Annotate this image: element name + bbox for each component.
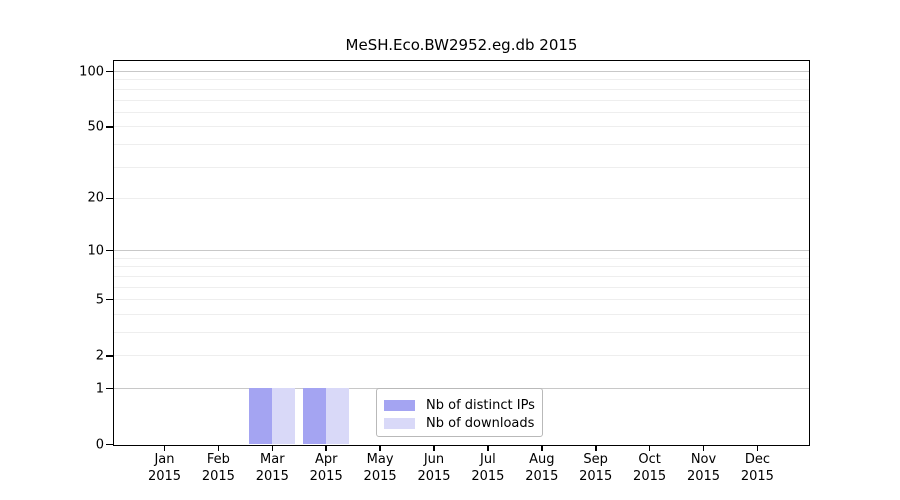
bar-nb-of-distinct-ips-mar bbox=[248, 388, 272, 444]
gridline-minor bbox=[114, 257, 809, 259]
x-tick-mark bbox=[756, 444, 759, 451]
x-tick-mark bbox=[325, 444, 327, 451]
x-tick-year: 2015 bbox=[525, 469, 559, 484]
x-tick-label-nov: Nov 2015 bbox=[687, 451, 720, 485]
chart-title: MeSH.Eco.BW2952.eg.db 2015 bbox=[345, 36, 578, 54]
gridline-minor bbox=[114, 355, 809, 357]
gridline-minor bbox=[114, 99, 809, 101]
y-tick-label: 0 bbox=[95, 437, 104, 452]
x-tick-label-jan: Jan 2015 bbox=[148, 451, 181, 485]
x-tick-year: 2015 bbox=[471, 469, 505, 484]
x-tick-year: 2015 bbox=[417, 469, 451, 484]
gridline-major bbox=[114, 250, 809, 252]
x-tick-mark bbox=[163, 444, 166, 451]
x-tick-month: Aug bbox=[529, 452, 555, 467]
gridline-minor bbox=[114, 275, 809, 277]
x-tick-year: 2015 bbox=[363, 469, 397, 484]
gridline-minor bbox=[114, 166, 809, 168]
x-tick-year: 2015 bbox=[579, 469, 613, 484]
x-tick-year: 2015 bbox=[633, 469, 667, 484]
gridline-minor bbox=[114, 79, 809, 81]
x-tick-label-oct: Oct 2015 bbox=[633, 451, 666, 485]
legend-row-downloads: Nb of downloads bbox=[384, 414, 542, 432]
x-tick-year: 2015 bbox=[201, 469, 235, 484]
x-tick-mark bbox=[487, 444, 489, 451]
x-tick-month: May bbox=[366, 452, 394, 467]
y-tick-mark bbox=[106, 249, 113, 252]
y-tick-mark bbox=[106, 443, 113, 446]
x-tick-mark bbox=[433, 444, 435, 451]
gridline-minor bbox=[114, 111, 809, 113]
x-tick-month: Jan bbox=[154, 452, 175, 467]
y-tick-mark bbox=[106, 70, 113, 73]
gridline-minor bbox=[114, 88, 809, 90]
x-tick-mark bbox=[271, 444, 274, 451]
x-tick-month: Jun bbox=[423, 452, 445, 467]
y-tick-label: 1 bbox=[95, 381, 104, 396]
x-tick-month: Feb bbox=[206, 452, 230, 467]
x-tick-label-mar: Mar 2015 bbox=[256, 451, 289, 485]
y-tick-mark bbox=[106, 355, 113, 357]
x-tick-label-aug: Aug 2015 bbox=[525, 451, 558, 485]
y-tick-mark bbox=[106, 126, 113, 128]
x-tick-mark bbox=[648, 444, 651, 451]
y-tick-label: 50 bbox=[87, 119, 104, 135]
y-tick-label: 2 bbox=[95, 348, 104, 364]
x-tick-month: Jul bbox=[480, 452, 496, 467]
x-tick-mark bbox=[217, 444, 220, 451]
gridline-minor bbox=[114, 266, 809, 268]
legend-row-distinct-ips: Nb of distinct IPs bbox=[384, 396, 542, 414]
x-tick-label-feb: Feb 2015 bbox=[202, 451, 235, 485]
bar-nb-of-distinct-ips-apr bbox=[302, 388, 326, 444]
x-tick-month: Sep bbox=[583, 452, 608, 467]
x-tick-year: 2015 bbox=[309, 469, 343, 484]
gridline-minor bbox=[114, 299, 809, 301]
x-tick-year: 2015 bbox=[686, 469, 721, 484]
bar-nb-of-downloads-apr bbox=[325, 388, 349, 444]
gridline-minor bbox=[114, 286, 809, 288]
x-tick-mark bbox=[541, 444, 543, 451]
x-tick-month: Apr bbox=[314, 452, 338, 467]
gridline-minor bbox=[114, 143, 809, 145]
plot-area: Nb of distinct IPs Nb of downloads bbox=[113, 60, 810, 446]
gridline-major bbox=[114, 71, 809, 72]
y-tick-mark bbox=[106, 387, 113, 390]
gridline-minor bbox=[114, 197, 809, 199]
x-tick-label-may: May 2015 bbox=[364, 451, 397, 485]
x-tick-label-dec: Dec 2015 bbox=[741, 451, 774, 485]
y-tick-mark bbox=[106, 298, 113, 301]
bar-nb-of-downloads-mar bbox=[271, 388, 295, 444]
legend: Nb of distinct IPs Nb of downloads bbox=[376, 388, 543, 437]
x-tick-label-sep: Sep 2015 bbox=[579, 451, 612, 485]
x-tick-year: 2015 bbox=[740, 469, 774, 484]
x-tick-month: Nov bbox=[690, 452, 717, 467]
y-tick-label: 20 bbox=[87, 190, 104, 206]
legend-label-downloads: Nb of downloads bbox=[426, 415, 535, 431]
gridline-minor bbox=[114, 126, 809, 128]
gridline-minor bbox=[114, 332, 809, 333]
x-tick-mark bbox=[379, 444, 381, 451]
x-tick-month: Oct bbox=[638, 452, 661, 467]
legend-swatch-distinct-ips bbox=[384, 399, 415, 411]
x-tick-month: Dec bbox=[744, 452, 770, 467]
gridline-minor bbox=[114, 313, 809, 315]
x-tick-mark bbox=[702, 444, 705, 451]
legend-swatch-downloads bbox=[384, 417, 415, 429]
x-tick-label-jul: Jul 2015 bbox=[471, 451, 504, 485]
x-tick-mark bbox=[595, 444, 597, 451]
x-tick-year: 2015 bbox=[255, 469, 289, 484]
legend-label-distinct-ips: Nb of distinct IPs bbox=[426, 397, 535, 413]
y-tick-label: 5 bbox=[95, 292, 104, 308]
y-tick-mark bbox=[106, 197, 113, 200]
y-tick-label: 100 bbox=[79, 64, 104, 79]
x-tick-label-apr: Apr 2015 bbox=[310, 451, 343, 485]
x-tick-year: 2015 bbox=[147, 469, 182, 484]
y-tick-label: 10 bbox=[87, 243, 104, 259]
x-tick-month: Mar bbox=[260, 452, 285, 467]
x-tick-label-jun: Jun 2015 bbox=[417, 451, 450, 485]
